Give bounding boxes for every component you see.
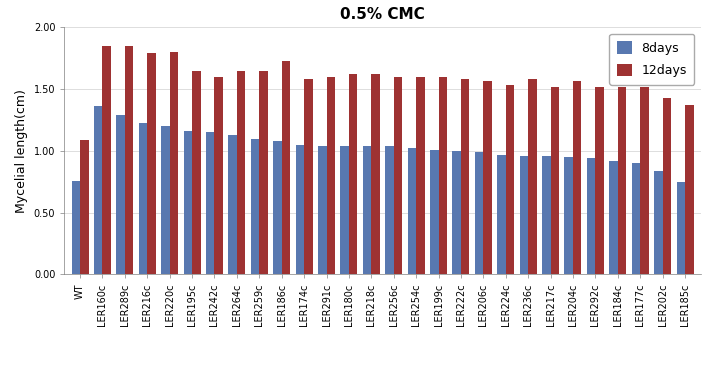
Bar	[564, 157, 573, 274]
Bar	[260, 71, 268, 274]
Bar	[273, 141, 282, 274]
Bar	[147, 53, 156, 274]
Bar	[663, 98, 671, 274]
Bar	[282, 61, 290, 274]
Bar	[385, 146, 394, 274]
Bar	[528, 79, 537, 274]
Bar	[318, 146, 327, 274]
Bar	[408, 149, 416, 274]
Bar	[640, 87, 649, 274]
Bar	[438, 77, 447, 274]
Bar	[573, 80, 581, 274]
Title: 0.5% CMC: 0.5% CMC	[340, 7, 425, 22]
Bar	[94, 107, 102, 274]
Bar	[228, 135, 237, 274]
Bar	[551, 87, 559, 274]
Bar	[72, 181, 80, 274]
Bar	[304, 79, 312, 274]
Bar	[618, 87, 626, 274]
Bar	[461, 79, 470, 274]
Bar	[192, 71, 201, 274]
Bar	[349, 74, 358, 274]
Bar	[169, 52, 178, 274]
Bar	[206, 132, 214, 274]
Bar	[117, 115, 125, 274]
Bar	[125, 46, 134, 274]
Bar	[102, 46, 111, 274]
Bar	[542, 156, 551, 274]
Bar	[340, 146, 349, 274]
Bar	[371, 74, 380, 274]
Bar	[80, 140, 89, 274]
Bar	[430, 150, 438, 274]
Legend: 8days, 12days: 8days, 12days	[609, 34, 694, 85]
Bar	[483, 80, 492, 274]
Bar	[416, 77, 425, 274]
Bar	[631, 163, 640, 274]
Bar	[676, 182, 685, 274]
Bar	[394, 77, 403, 274]
Bar	[251, 139, 260, 274]
Bar	[475, 152, 483, 274]
Bar	[609, 161, 618, 274]
Bar	[587, 158, 596, 274]
Bar	[453, 151, 461, 274]
Y-axis label: Mycelial length(cm): Mycelial length(cm)	[15, 89, 29, 213]
Bar	[520, 156, 528, 274]
Bar	[497, 154, 506, 274]
Bar	[363, 146, 371, 274]
Bar	[327, 77, 335, 274]
Bar	[161, 126, 169, 274]
Bar	[596, 87, 604, 274]
Bar	[184, 131, 192, 274]
Bar	[506, 85, 514, 274]
Bar	[295, 145, 304, 274]
Bar	[685, 105, 694, 274]
Bar	[654, 171, 663, 274]
Bar	[139, 123, 147, 274]
Bar	[214, 77, 223, 274]
Bar	[237, 71, 245, 274]
